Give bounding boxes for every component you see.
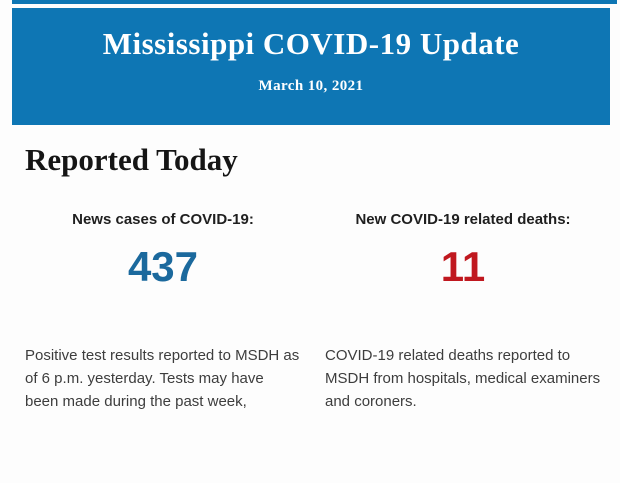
page-title: Mississippi COVID-19 Update (102, 26, 520, 61)
header-date: March 10, 2021 (258, 78, 364, 94)
new-cases-description: Positive test results reported to MSDH a… (25, 347, 300, 410)
new-deaths-label: New COVID-19 related deaths: (355, 211, 571, 228)
new-cases-label: News cases of COVID-19: (72, 211, 254, 228)
header-banner: Mississippi COVID-19 Update March 10, 20… (12, 8, 610, 125)
stat-new-cases: News cases of COVID-19: 437 Positive tes… (25, 211, 301, 413)
top-accent-strip (12, 0, 617, 4)
new-deaths-value: 11 (440, 243, 486, 290)
section-title: Reported Today (25, 142, 238, 177)
stat-new-deaths: New COVID-19 related deaths: 11 COVID-19… (325, 211, 601, 413)
stats-grid: News cases of COVID-19: 437 Positive tes… (25, 211, 601, 413)
new-cases-value: 437 (127, 243, 199, 290)
new-deaths-description: COVID-19 related deaths reported to MSDH… (325, 347, 601, 410)
